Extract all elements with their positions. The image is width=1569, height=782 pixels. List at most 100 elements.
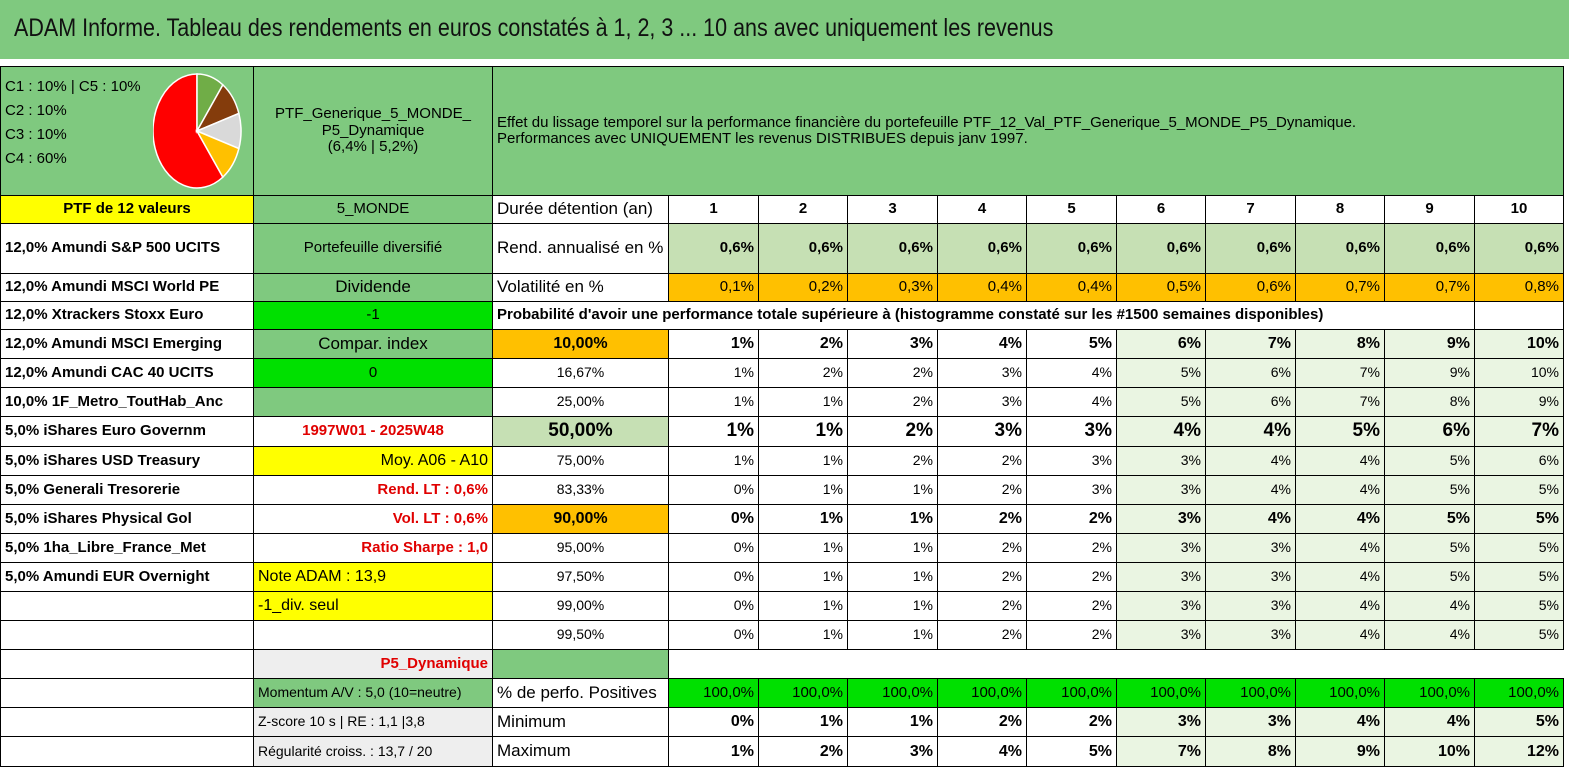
quantile-value: 4% bbox=[1295, 620, 1385, 650]
maximum-value: 2% bbox=[758, 736, 848, 767]
quantile-value: 4% bbox=[1205, 416, 1296, 447]
quantile-value: 3% bbox=[1116, 562, 1206, 592]
table-row: Momentum A/V : 5,0 (10=neutre)% de perfo… bbox=[0, 678, 1564, 708]
maximum-value: 10% bbox=[1384, 736, 1475, 767]
adam-score: Note ADAM : 13,9 bbox=[253, 562, 493, 592]
quantile-value: 6% bbox=[1474, 446, 1564, 476]
table-row: -1_div. seul 99,00% 0% 1% 1% 2% 2% 3% 3% 4% 4% 5% bbox=[0, 591, 1564, 621]
probability-threshold: 16,67% bbox=[492, 358, 669, 388]
table-row: 12,0% Amundi CAC 40 UCITS 0 16,67% 1% 2% 2% 3%… bbox=[0, 358, 1564, 388]
probability-title: Probabilité d'avoir une performance tota… bbox=[492, 301, 1475, 330]
quantile-value: 7% bbox=[1205, 329, 1296, 359]
probability-threshold: 90,00% bbox=[492, 504, 669, 534]
quantile-value: 5% bbox=[1384, 446, 1475, 476]
quantile-value: 2% bbox=[1026, 562, 1117, 592]
quantile-value: 5% bbox=[1474, 620, 1564, 650]
minimum-value: 1% bbox=[758, 707, 848, 737]
positive-perf-value: 100,0% bbox=[1474, 678, 1564, 708]
quantile-value: 2% bbox=[847, 416, 938, 447]
quantile-value: 1% bbox=[758, 475, 848, 505]
quantile-value: 1% bbox=[847, 533, 938, 563]
table-row: 5,0% 1ha_Libre_France_Met Ratio Sharpe : … bbox=[0, 533, 1564, 563]
momentum-label: Momentum A/V : 5,0 (10=neutre) bbox=[253, 678, 493, 708]
rend-value: 0,6% bbox=[1026, 223, 1117, 274]
probability-threshold: 10,00% bbox=[492, 329, 669, 359]
quantile-value: 1% bbox=[758, 533, 848, 563]
table-row: 12,0% Xtrackers Stoxx Euro -1 Probabilité … bbox=[0, 301, 1564, 330]
allocation-line: C2 : 10% bbox=[5, 102, 67, 119]
quantile-value: 2% bbox=[937, 446, 1027, 476]
empty-cell bbox=[0, 707, 254, 737]
quantile-value: 4% bbox=[1026, 358, 1117, 388]
holding-name: 12,0% Amundi S&P 500 UCITS bbox=[0, 223, 254, 274]
average-label: Moy. A06 - A10 bbox=[253, 446, 493, 476]
quantile-value: 3% bbox=[1026, 475, 1117, 505]
positive-perf-value: 100,0% bbox=[1384, 678, 1475, 708]
quantile-value: 4% bbox=[1026, 387, 1117, 417]
quantile-value: 4% bbox=[937, 329, 1027, 359]
long-term-volatility: Vol. LT : 0,6% bbox=[253, 504, 493, 534]
quantile-value: 1% bbox=[668, 387, 759, 417]
quantile-value: 3% bbox=[1205, 533, 1296, 563]
vol-value: 0,3% bbox=[847, 273, 938, 302]
holding-name: 12,0% Amundi MSCI World PE bbox=[0, 273, 254, 302]
quantile-value: 5% bbox=[1474, 475, 1564, 505]
quantile-value: 10% bbox=[1474, 358, 1564, 388]
rend-value: 0,6% bbox=[847, 223, 938, 274]
quantile-value: 8% bbox=[1295, 329, 1385, 359]
quantile-value: 3% bbox=[1205, 591, 1296, 621]
quantile-value: 1% bbox=[758, 562, 848, 592]
year-header: 6 bbox=[1116, 195, 1206, 224]
year-header: 7 bbox=[1205, 195, 1296, 224]
table-row: 5,0% Amundi EUR Overnight Note ADAM : 13,… bbox=[0, 562, 1564, 592]
positive-perf-value: 100,0% bbox=[758, 678, 848, 708]
vol-value: 0,7% bbox=[1295, 273, 1385, 302]
probability-threshold: 97,50% bbox=[492, 562, 669, 592]
table-row: 5,0% iShares Physical Gol Vol. LT : 0,6% 9… bbox=[0, 504, 1564, 534]
table-row: 10,0% 1F_Metro_ToutHab_Anc 25,00% 1% 1% 2% 3%… bbox=[0, 387, 1564, 417]
dividend-label: Dividende bbox=[253, 273, 493, 302]
positive-perf-value: 100,0% bbox=[937, 678, 1027, 708]
quantile-value: 2% bbox=[847, 446, 938, 476]
quantile-value: 4% bbox=[1205, 475, 1296, 505]
quantile-value: 5% bbox=[1295, 416, 1385, 447]
quantile-value: 1% bbox=[847, 562, 938, 592]
quantile-value: 0% bbox=[668, 475, 759, 505]
allocation-pie-chart bbox=[153, 73, 242, 189]
minimum-value: 0% bbox=[668, 707, 759, 737]
quantile-value: 7% bbox=[1474, 416, 1564, 447]
holding-name: 12,0% Xtrackers Stoxx Euro bbox=[0, 301, 254, 330]
allocation-line: C3 : 10% bbox=[5, 126, 67, 143]
quantile-value: 6% bbox=[1116, 329, 1206, 359]
minimum-value: 5% bbox=[1474, 707, 1564, 737]
quantile-value: 5% bbox=[1384, 533, 1475, 563]
holdings-title: PTF de 12 valeurs bbox=[0, 195, 254, 224]
zscore-label: Z-score 10 s | RE : 1,1 |3,8 bbox=[253, 707, 493, 737]
quantile-value: 1% bbox=[758, 504, 848, 534]
quantile-value: 2% bbox=[758, 329, 848, 359]
portfolio-profile: P5_Dynamique bbox=[321, 121, 425, 139]
quantile-value: 1% bbox=[758, 591, 848, 621]
quantile-value: 2% bbox=[1026, 620, 1117, 650]
quantile-value: 6% bbox=[1205, 387, 1296, 417]
quantile-value: 3% bbox=[847, 329, 938, 359]
quantile-value: 5% bbox=[1474, 591, 1564, 621]
quantile-value: 3% bbox=[1205, 562, 1296, 592]
quantile-value: 1% bbox=[668, 416, 759, 447]
quantile-value: 2% bbox=[847, 387, 938, 417]
zone-label: 5_MONDE bbox=[253, 195, 493, 224]
portfolio-name-cell: PTF_Generique_5_MONDE_ P5_Dynamique (6,4… bbox=[253, 66, 493, 196]
quantile-value: 9% bbox=[1474, 387, 1564, 417]
probability-threshold: 95,00% bbox=[492, 533, 669, 563]
quantile-value: 1% bbox=[847, 591, 938, 621]
quantile-value: 3% bbox=[1116, 446, 1206, 476]
quantile-value: 2% bbox=[937, 504, 1027, 534]
year-header: 4 bbox=[937, 195, 1027, 224]
quantile-value: 7% bbox=[1295, 358, 1385, 388]
quantile-value: 3% bbox=[1116, 620, 1206, 650]
holding-name: 5,0% iShares Physical Gol bbox=[0, 504, 254, 534]
vol-label: Volatilité en % bbox=[492, 273, 669, 302]
rend-label: Rend. annualisé en % bbox=[492, 223, 669, 274]
empty-cell bbox=[0, 649, 254, 679]
quantile-value: 1% bbox=[758, 620, 848, 650]
